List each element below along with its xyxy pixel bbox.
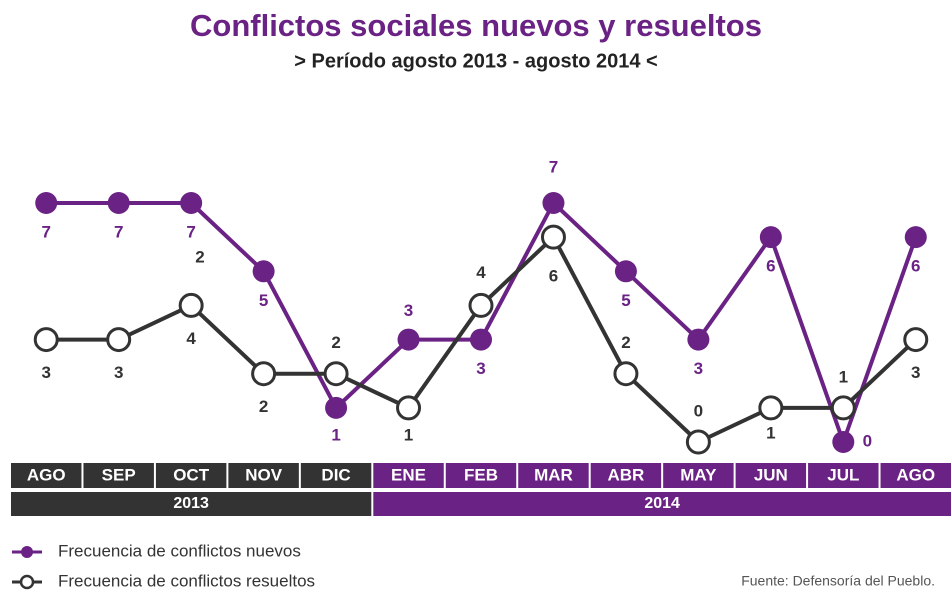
point [685, 429, 711, 455]
legend-label: Frecuencia de conflictos resueltos [58, 571, 315, 590]
data-label: 3 [404, 301, 413, 320]
month-box [590, 463, 662, 488]
point [830, 395, 856, 421]
x-tick-label: SEP [102, 465, 136, 484]
data-label: 2 [331, 333, 340, 352]
point [252, 260, 275, 283]
month-box [518, 463, 589, 488]
x-tick-label: ENE [391, 465, 426, 484]
legend-label: Frecuencia de conflictos nuevos [58, 541, 301, 560]
point [687, 328, 710, 351]
chart-title: Conflictos sociales nuevos y resueltos [190, 8, 762, 43]
point [468, 292, 494, 318]
data-label: 0 [863, 431, 872, 450]
data-label: 7 [186, 222, 195, 241]
point [470, 328, 492, 351]
data-label: 3 [114, 363, 123, 382]
month-box [808, 463, 879, 488]
point [759, 226, 782, 249]
month-box [228, 463, 299, 488]
point [904, 226, 927, 249]
legend-marker [19, 574, 35, 590]
source: Fuente: Defensoría del Pueblo. [741, 573, 935, 589]
data-label: 2 [621, 333, 630, 352]
point [180, 192, 203, 214]
data-label: 4 [476, 263, 486, 282]
month-box [373, 463, 444, 488]
month-box [735, 463, 807, 488]
data-label: 1 [839, 367, 848, 386]
data-label: 3 [41, 363, 50, 382]
month-box [880, 463, 951, 488]
annotation: 2 [195, 247, 204, 266]
year-band [373, 492, 951, 516]
point [396, 395, 422, 421]
point [35, 192, 58, 214]
x-tick-label: OCT [173, 465, 210, 484]
month-box [445, 463, 517, 488]
point [251, 361, 277, 387]
month-box [83, 463, 154, 488]
data-label: 1 [404, 425, 413, 444]
point [397, 328, 420, 351]
data-label: 6 [766, 257, 775, 276]
data-label: 6 [911, 257, 920, 276]
chart-subtitle: > Período agosto 2013 - agosto 2014 < [294, 50, 657, 72]
point [106, 327, 132, 353]
x-tick-label: MAY [680, 465, 717, 484]
x-tick-label: NOV [245, 465, 283, 484]
legend-marker [21, 546, 33, 558]
data-label: 7 [549, 157, 558, 176]
point [107, 192, 130, 214]
data-label: 6 [549, 267, 558, 286]
point [832, 431, 855, 453]
data-label: 3 [476, 359, 485, 378]
data-label: 3 [694, 359, 703, 378]
data-label: 5 [621, 291, 630, 310]
data-label: 0 [694, 401, 703, 420]
point [903, 327, 929, 353]
point [178, 292, 204, 318]
year-label: 2013 [173, 495, 209, 512]
point [758, 395, 784, 421]
year-band [11, 492, 372, 516]
data-label: 1 [766, 423, 775, 442]
data-label: 3 [911, 363, 920, 382]
point [613, 361, 639, 387]
point [323, 361, 349, 387]
x-tick-label: AGO [27, 465, 66, 484]
point [540, 224, 566, 250]
data-label: 7 [114, 222, 123, 241]
data-label: 4 [186, 329, 196, 348]
month-box [11, 463, 82, 488]
x-tick-label: FEB [464, 465, 498, 484]
data-label: 7 [41, 222, 50, 241]
data-label: 1 [331, 425, 340, 444]
point [542, 192, 565, 214]
point [33, 327, 59, 353]
data-label: 5 [259, 291, 268, 310]
year-label: 2014 [644, 495, 680, 512]
point [614, 260, 637, 283]
month-box [663, 463, 734, 488]
month-box [155, 463, 227, 488]
x-tick-label: JUL [827, 465, 859, 484]
month-box [300, 463, 372, 488]
x-tick-label: MAR [534, 465, 573, 484]
x-tick-label: JUN [754, 465, 788, 484]
data-label: 2 [259, 397, 268, 416]
x-tick-label: DIC [321, 465, 350, 484]
x-tick-label: ABR [608, 465, 645, 484]
x-tick-label: AGO [896, 465, 935, 484]
point [325, 396, 348, 419]
